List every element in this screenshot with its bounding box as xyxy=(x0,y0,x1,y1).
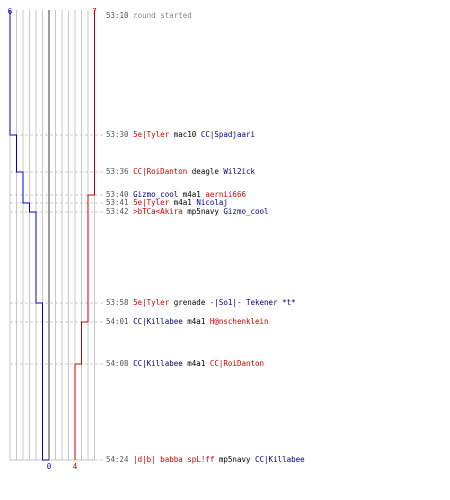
event-row-kill: 53:42 >bTCa<Akira mp5navy Gizmo_cool xyxy=(106,207,269,216)
event-time: 54:08 xyxy=(106,359,129,368)
event-attacker: 5e|Tyler xyxy=(133,298,170,307)
event-attacker: CC|Killabee xyxy=(133,359,183,368)
event-victim: aernii666 xyxy=(205,190,246,199)
event-victim: Wil2ick xyxy=(223,167,256,176)
event-time: 53:58 xyxy=(106,298,129,307)
event-victim: CC|RoiDanton xyxy=(209,359,265,368)
event-weapon: grenade xyxy=(173,298,206,307)
event-time: 54:24 xyxy=(106,455,129,464)
event-victim: CC|Spadjaari xyxy=(200,130,256,139)
event-row-kill: 54:08 CC|Killabee m4a1 CC|RoiDanton xyxy=(106,359,264,368)
event-time: 54:01 xyxy=(106,317,129,326)
blue-start-count: 6 xyxy=(8,7,13,16)
event-time: 53:40 xyxy=(106,190,129,199)
event-victim: CC|Killabee xyxy=(255,455,305,464)
red-team-alive-line xyxy=(74,10,95,460)
event-time: 53:41 xyxy=(106,198,129,207)
event-weapon: m4a1 xyxy=(182,190,201,199)
event-attacker: Gizmo_cool xyxy=(133,190,179,199)
event-time: 53:36 xyxy=(106,167,129,176)
event-attacker: CC|RoiDanton xyxy=(133,167,188,176)
event-row-kill: 53:30 5e|Tyler mac10 CC|Spadjaari xyxy=(106,130,255,139)
event-weapon: m4a1 xyxy=(187,359,206,368)
red-end-count: 4 xyxy=(73,462,78,471)
event-row-kill: 54:24 |d|b| babba spL!ff mp5navy CC|Kill… xyxy=(106,455,305,464)
event-text: round started xyxy=(133,11,192,20)
event-victim: H@nschenklein xyxy=(209,317,269,326)
event-attacker: |d|b| babba spL!ff xyxy=(133,455,215,464)
event-row-kill: 53:36 CC|RoiDanton deagle Wil2ick xyxy=(106,167,255,176)
event-victim: Nicolaj xyxy=(196,198,228,207)
event-weapon: m4a1 xyxy=(187,317,206,326)
event-attacker: 5e|Tyler xyxy=(133,198,170,207)
event-victim: -|So1|- Tekener *t* xyxy=(209,298,296,307)
event-weapon: mp5navy xyxy=(187,207,219,216)
event-victim: Gizmo_cool xyxy=(223,207,269,216)
blue-team-alive-line xyxy=(9,10,49,461)
event-weapon: mp5navy xyxy=(218,455,251,464)
red-start-count: 7 xyxy=(92,7,97,16)
event-attacker: >bTCa<Akira xyxy=(133,207,183,216)
event-row-kill: 53:41 5e|Tyler m4a1 Nicolaj xyxy=(106,198,228,207)
event-row-round-start: 53:10 round started xyxy=(106,11,192,20)
player-grid xyxy=(9,10,95,461)
event-weapon: mac10 xyxy=(173,130,197,139)
event-dash-lines xyxy=(10,134,103,461)
event-weapon: deagle xyxy=(191,167,219,176)
event-row-kill: 54:01 CC|Killabee m4a1 H@nschenklein xyxy=(106,317,269,326)
event-attacker: CC|Killabee xyxy=(133,317,183,326)
event-time: 53:42 xyxy=(106,207,129,216)
event-time: 53:30 xyxy=(106,130,129,139)
event-time: 53:10 xyxy=(106,11,129,20)
blue-end-count: 0 xyxy=(47,462,52,471)
event-attacker: 5e|Tyler xyxy=(133,130,170,139)
event-row-kill: 53:40 Gizmo_cool m4a1 aernii666 xyxy=(106,190,246,199)
event-weapon: m4a1 xyxy=(173,198,192,207)
event-row-kill: 53:58 5e|Tyler grenade -|So1|- Tekener *… xyxy=(106,298,296,307)
